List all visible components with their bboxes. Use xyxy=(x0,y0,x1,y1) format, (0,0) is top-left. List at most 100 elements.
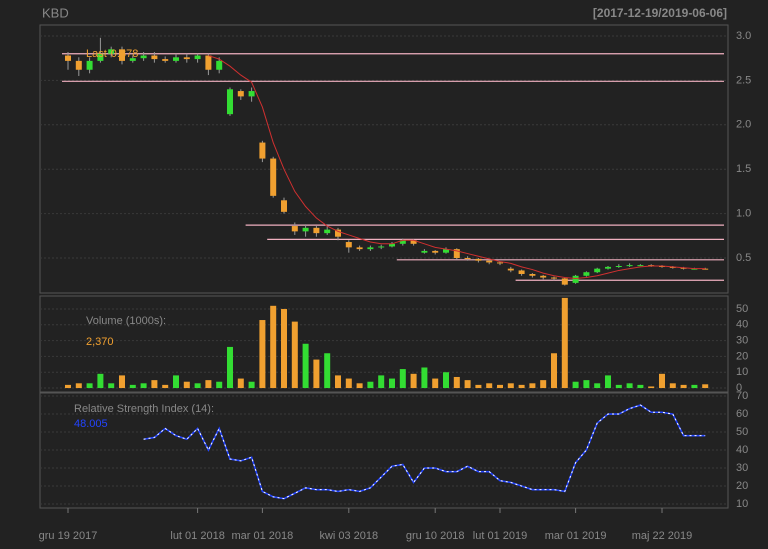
volume-bar xyxy=(475,384,482,389)
candle-body xyxy=(151,55,158,60)
volume-bar xyxy=(248,381,255,389)
candle-body xyxy=(86,60,93,70)
candle-body xyxy=(270,158,277,196)
candle-body xyxy=(540,275,547,278)
candle-body xyxy=(259,142,266,159)
candle-body xyxy=(367,247,374,250)
volume-bar xyxy=(108,383,115,389)
candle-body xyxy=(356,247,363,250)
volume-bar xyxy=(389,378,395,389)
rsi-line xyxy=(143,404,706,500)
candle-body xyxy=(507,268,514,271)
volume-bar xyxy=(194,383,201,389)
volume-bar xyxy=(65,384,71,389)
volume-bar xyxy=(572,381,579,389)
y-tick-label: 40 xyxy=(736,319,748,331)
volume-bar xyxy=(410,373,417,389)
price-panel xyxy=(39,24,729,294)
volume-bar xyxy=(335,375,341,389)
volume-bar xyxy=(486,383,493,389)
candle-body xyxy=(615,266,622,268)
volume-bar xyxy=(507,383,514,389)
candle-body xyxy=(75,60,82,70)
panel-label: Volume (1000s): xyxy=(86,315,166,327)
x-tick-label: lut 01 2018 xyxy=(170,530,224,542)
last-value: 0.378 xyxy=(111,48,139,60)
volume-bar xyxy=(421,367,428,389)
candle-body xyxy=(335,229,341,237)
chart-title: KBD xyxy=(42,5,69,20)
candle-body xyxy=(227,89,233,115)
y-tick-label: 40 xyxy=(736,444,748,456)
candle-body xyxy=(453,249,460,259)
volume-bar xyxy=(669,383,676,389)
y-tick-label: 20 xyxy=(736,480,748,492)
candle-body xyxy=(399,240,406,244)
last-value: 2,370 xyxy=(86,336,114,348)
candle-body xyxy=(432,250,439,253)
volume-bar xyxy=(691,384,698,389)
candle-body xyxy=(162,59,169,61)
candle-body xyxy=(551,277,557,279)
y-tick-label: 0 xyxy=(736,382,742,394)
volume-bar xyxy=(378,375,385,389)
x-tick-label: gru 10 2018 xyxy=(406,530,465,542)
volume-bar xyxy=(367,381,374,389)
candle-body xyxy=(389,243,395,247)
volume-bar xyxy=(173,375,179,389)
y-tick-label: 0.5 xyxy=(736,252,751,264)
volume-bar xyxy=(605,375,611,389)
date-range: [2017-12-19/2019-06-06] xyxy=(593,6,727,20)
candle-body xyxy=(97,53,104,61)
candle-body xyxy=(594,268,601,273)
candle-body xyxy=(410,240,417,244)
candle-body xyxy=(183,57,190,60)
last-label: Last 0.378 xyxy=(86,48,138,60)
x-tick-label: maj 22 2019 xyxy=(632,530,693,542)
volume-bar xyxy=(302,343,309,389)
candle-body xyxy=(626,265,633,267)
candle-body xyxy=(464,258,471,260)
volume-bar xyxy=(648,386,655,389)
volume-bar xyxy=(140,383,147,389)
y-tick-label: 50 xyxy=(736,303,748,315)
x-tick-label: gru 19 2017 xyxy=(39,530,98,542)
y-tick-label: 1.5 xyxy=(736,163,751,175)
volume-bar xyxy=(637,384,644,389)
candle-body xyxy=(378,246,385,248)
y-tick-label: 70 xyxy=(736,390,748,402)
volume-bar xyxy=(680,384,687,389)
candle-body xyxy=(129,58,136,61)
y-tick-label: 60 xyxy=(736,408,748,420)
candle-body xyxy=(605,266,611,269)
y-tick-label: 3.0 xyxy=(736,30,751,42)
candle-body xyxy=(421,250,428,253)
candle-body xyxy=(583,272,590,276)
candle-body xyxy=(248,91,255,97)
candle-body xyxy=(443,249,449,253)
volume-bar xyxy=(561,297,568,389)
volume-bar xyxy=(659,373,665,389)
volume-bar xyxy=(270,305,277,389)
moving-average xyxy=(208,55,706,279)
volume-bar xyxy=(702,384,709,389)
volume-bar xyxy=(551,353,557,389)
volume-bar xyxy=(281,308,287,389)
volume-bar xyxy=(324,353,331,389)
volume-bar xyxy=(237,378,244,389)
volume-bar xyxy=(313,359,320,389)
candle-body xyxy=(302,227,309,232)
x-tick-label: mar 01 2019 xyxy=(545,530,607,542)
volume-panel xyxy=(39,295,729,393)
volume-bar xyxy=(205,380,212,389)
candle-body xyxy=(486,260,493,263)
volume-bar xyxy=(259,320,266,389)
candle-body xyxy=(572,275,579,283)
volume-bar xyxy=(540,380,547,389)
volume-bar xyxy=(86,383,93,389)
volume-bar xyxy=(162,384,169,389)
volume-bar xyxy=(75,383,82,389)
y-tick-label: 10 xyxy=(736,366,748,378)
